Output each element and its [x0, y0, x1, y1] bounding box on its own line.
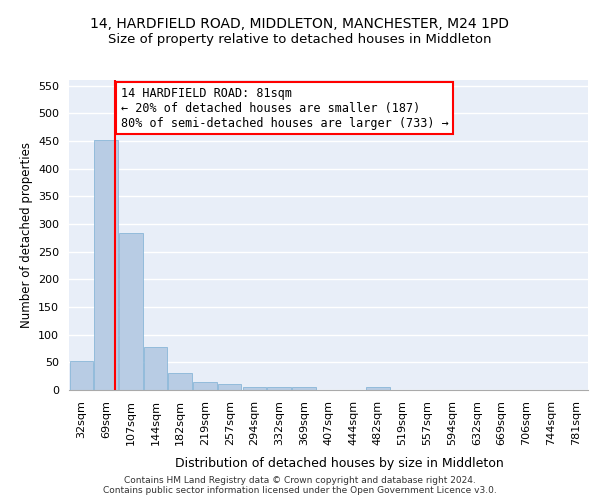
- Text: 14, HARDFIELD ROAD, MIDDLETON, MANCHESTER, M24 1PD: 14, HARDFIELD ROAD, MIDDLETON, MANCHESTE…: [91, 18, 509, 32]
- Bar: [144, 347, 167, 390]
- Bar: [218, 384, 241, 390]
- Y-axis label: Number of detached properties: Number of detached properties: [20, 142, 32, 328]
- Bar: [242, 387, 266, 390]
- Bar: [193, 382, 217, 390]
- Bar: [366, 386, 389, 390]
- Text: Size of property relative to detached houses in Middleton: Size of property relative to detached ho…: [108, 32, 492, 46]
- Bar: [169, 374, 192, 390]
- Bar: [94, 140, 118, 390]
- Text: Contains HM Land Registry data © Crown copyright and database right 2024.
Contai: Contains HM Land Registry data © Crown c…: [103, 476, 497, 495]
- Text: Distribution of detached houses by size in Middleton: Distribution of detached houses by size …: [175, 458, 503, 470]
- Text: 14 HARDFIELD ROAD: 81sqm
← 20% of detached houses are smaller (187)
80% of semi-: 14 HARDFIELD ROAD: 81sqm ← 20% of detach…: [121, 86, 449, 130]
- Bar: [70, 360, 93, 390]
- Bar: [292, 386, 316, 390]
- Bar: [119, 233, 143, 390]
- Bar: [268, 387, 291, 390]
